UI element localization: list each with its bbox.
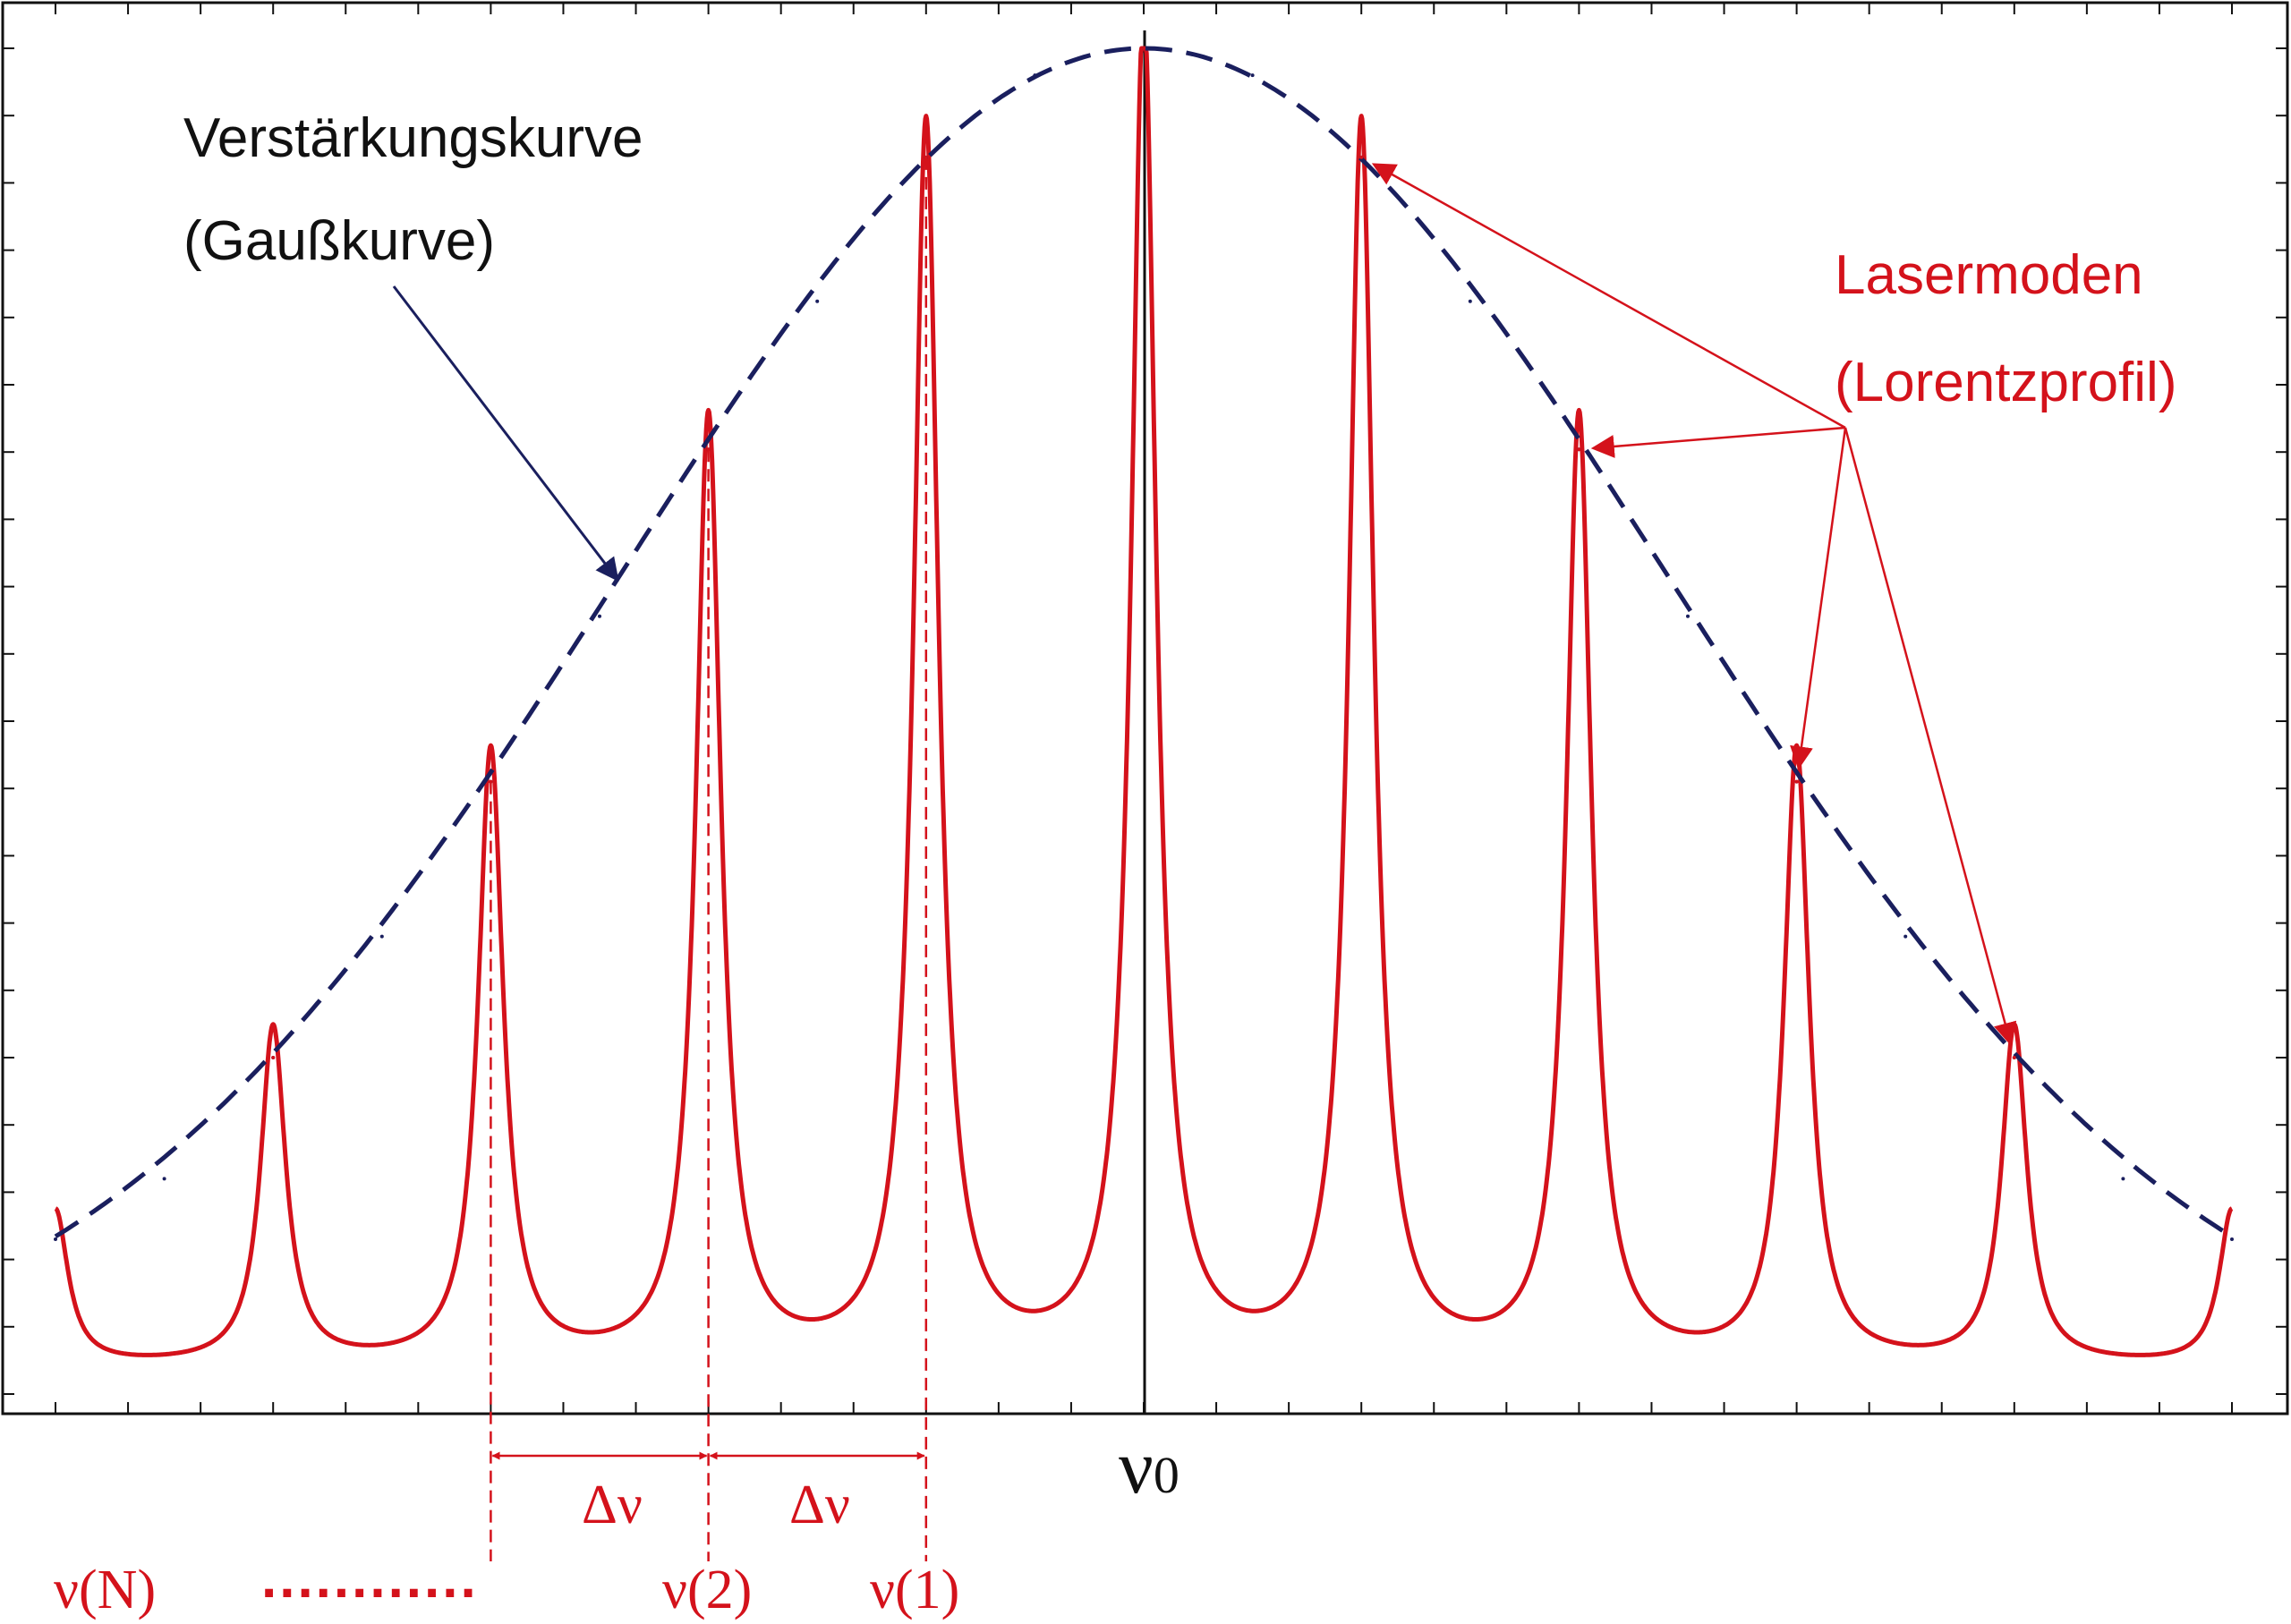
gain-label-arrow <box>392 285 619 582</box>
ellipsis-dots: ............ <box>261 1548 479 1610</box>
nu-2-label: ν(2) <box>662 1560 752 1620</box>
mode-peak <box>271 1056 276 1059</box>
center-frequency-symbol: ν <box>1119 1424 1154 1509</box>
gain-label-line1: Verstärkungskurve <box>183 107 643 169</box>
modes-label-line1: Lasermoden <box>1835 244 2143 306</box>
modes-label-line2: (Lorentzprofil) <box>1835 352 2176 413</box>
envelope-point <box>1686 614 1690 618</box>
mode-arrow <box>1371 163 1846 429</box>
envelope-point <box>1903 934 1908 939</box>
envelope-point <box>1250 73 1255 78</box>
envelope-point <box>2230 1237 2234 1242</box>
mode-arrow <box>1844 427 2017 1047</box>
mode-arrow <box>1790 427 1847 770</box>
mode-peak <box>1794 779 1799 784</box>
spacing-label-1: Δν <box>582 1475 643 1535</box>
envelope-point <box>1468 299 1472 303</box>
mode-peak <box>2012 1056 2016 1059</box>
mode-peak <box>1577 447 1581 452</box>
envelope-point <box>379 934 384 939</box>
nu-1-label: ν(1) <box>870 1560 959 1620</box>
envelope-point <box>54 1237 57 1242</box>
envelope-point <box>815 299 820 303</box>
envelope-point <box>162 1177 166 1181</box>
envelope-point <box>598 614 601 618</box>
spacing-label-2: Δν <box>789 1475 850 1535</box>
chart-marks <box>54 47 2234 1561</box>
mode-label-arrows <box>1371 163 2017 1047</box>
gain-envelope-curve <box>54 46 2234 1239</box>
mode-arrow <box>1590 426 1846 458</box>
tick-marks <box>3 3 2287 1414</box>
gain-label-line2: (Gaußkurve) <box>183 210 495 272</box>
center-frequency-label: ν0 <box>1119 1424 1180 1509</box>
envelope-point <box>2121 1177 2125 1181</box>
center-frequency-subscript: 0 <box>1154 1446 1180 1504</box>
mode-peak <box>1359 155 1364 159</box>
envelope-point <box>1033 73 1037 78</box>
mode-peak <box>1142 47 1146 50</box>
nu-n-label: ν(N) <box>54 1560 156 1620</box>
